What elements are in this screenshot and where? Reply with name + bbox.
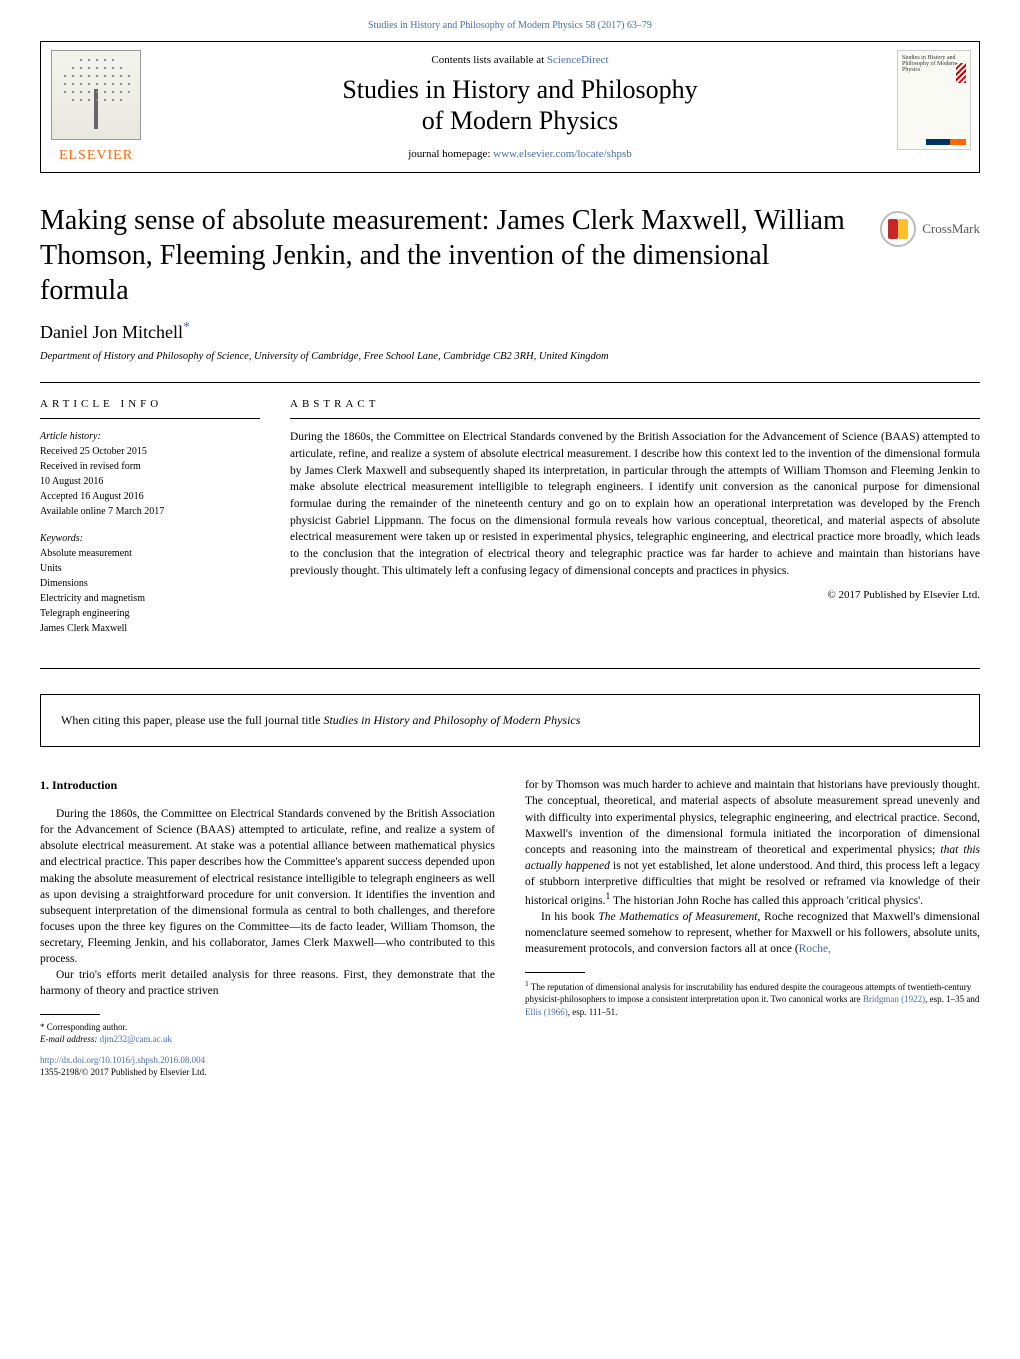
article-title: Making sense of absolute measurement: Ja… bbox=[40, 203, 860, 308]
journal-title: Studies in History and Philosophy of Mod… bbox=[171, 74, 869, 136]
divider-top bbox=[40, 382, 980, 383]
issn-line: 1355-2198/© 2017 Published by Elsevier L… bbox=[40, 1067, 206, 1077]
elsevier-tree-icon bbox=[51, 50, 141, 140]
abstract-divider bbox=[290, 418, 980, 419]
contents-available-line: Contents lists available at ScienceDirec… bbox=[171, 54, 869, 66]
footnote-divider-left bbox=[40, 1014, 100, 1015]
doi-link[interactable]: http://dx.doi.org/10.1016/j.shpsb.2016.0… bbox=[40, 1055, 205, 1065]
contents-prefix: Contents lists available at bbox=[431, 54, 546, 66]
body-col-right: for by Thomson was much harder to achiev… bbox=[525, 777, 980, 1078]
footnote-1: 1 The reputation of dimensional analysis… bbox=[525, 979, 980, 1017]
running-header: Studies in History and Philosophy of Mod… bbox=[40, 20, 980, 31]
running-header-link[interactable]: Studies in History and Philosophy of Mod… bbox=[368, 20, 652, 31]
keyword-item: Absolute measurement bbox=[40, 546, 260, 561]
keyword-item: Units bbox=[40, 561, 260, 576]
keywords-label: Keywords: bbox=[40, 531, 260, 546]
journal-cover-thumb: Studies in History and Philosophy of Mod… bbox=[897, 50, 971, 150]
body-ital: The Mathematics of Measurement bbox=[598, 911, 757, 923]
keywords-block: Keywords: Absolute measurement Units Dim… bbox=[40, 531, 260, 636]
author-name: Daniel Jon Mitchell bbox=[40, 322, 183, 342]
history-accepted: Accepted 16 August 2016 bbox=[40, 489, 260, 504]
history-revised2: 10 August 2016 bbox=[40, 474, 260, 489]
doi-block: http://dx.doi.org/10.1016/j.shpsb.2016.0… bbox=[40, 1054, 495, 1079]
body-para: Our trio's efforts merit detailed analys… bbox=[40, 967, 495, 999]
header-center: Contents lists available at ScienceDirec… bbox=[151, 42, 889, 172]
abstract-label: ABSTRACT bbox=[290, 398, 980, 410]
crossmark-badge[interactable]: CrossMark bbox=[880, 203, 980, 247]
body-text: The historian John Roche has called this… bbox=[610, 895, 923, 907]
sciencedirect-link[interactable]: ScienceDirect bbox=[547, 54, 609, 66]
affiliation: Department of History and Philosophy of … bbox=[40, 351, 980, 362]
journal-title-line1: Studies in History and Philosophy bbox=[342, 75, 697, 104]
body-para: During the 1860s, the Committee on Elect… bbox=[40, 806, 495, 967]
citation-link-bridgman[interactable]: Bridgman (1922) bbox=[863, 994, 925, 1004]
intro-heading: 1. Introduction bbox=[40, 777, 495, 794]
history-received: Received 25 October 2015 bbox=[40, 444, 260, 459]
authors-line: Daniel Jon Mitchell* bbox=[40, 320, 980, 343]
journal-cover-block: Studies in History and Philosophy of Mod… bbox=[889, 42, 979, 172]
info-divider bbox=[40, 418, 260, 419]
body-text: for by Thomson was much harder to achiev… bbox=[525, 779, 980, 855]
body-text: In his book bbox=[541, 911, 598, 923]
footnote-text: , esp. 1–35 and bbox=[925, 994, 979, 1004]
publisher-name: ELSEVIER bbox=[59, 148, 133, 164]
keyword-list: Absolute measurement Units Dimensions El… bbox=[40, 546, 260, 636]
citation-link-roche[interactable]: Roche, bbox=[799, 943, 831, 955]
homepage-prefix: journal homepage: bbox=[408, 148, 493, 160]
body-para: for by Thomson was much harder to achiev… bbox=[525, 777, 980, 909]
crossmark-icon bbox=[880, 211, 916, 247]
homepage-link[interactable]: www.elsevier.com/locate/shpsb bbox=[493, 148, 632, 160]
body-para: In his book The Mathematics of Measureme… bbox=[525, 909, 980, 957]
divider-bottom bbox=[40, 668, 980, 669]
cover-text: Studies in History and Philosophy of Mod… bbox=[902, 55, 956, 73]
citation-link-ellis[interactable]: Ellis (1966) bbox=[525, 1007, 568, 1017]
citation-notice-box: When citing this paper, please use the f… bbox=[40, 694, 980, 747]
history-online: Available online 7 March 2017 bbox=[40, 504, 260, 519]
history-label: Article history: bbox=[40, 429, 260, 444]
citation-prefix: When citing this paper, please use the f… bbox=[61, 713, 323, 727]
crossmark-label: CrossMark bbox=[922, 221, 980, 237]
author-corresponding-marker: * bbox=[183, 320, 190, 335]
keyword-item: James Clerk Maxwell bbox=[40, 621, 260, 636]
article-history-block: Article history: Received 25 October 201… bbox=[40, 429, 260, 519]
body-columns: 1. Introduction During the 1860s, the Co… bbox=[40, 777, 980, 1078]
article-info-col: ARTICLE INFO Article history: Received 2… bbox=[40, 398, 260, 648]
abstract-text: During the 1860s, the Committee on Elect… bbox=[290, 429, 980, 579]
email-line: E-mail address: djm232@cam.ac.uk bbox=[40, 1033, 495, 1045]
cover-bar-icon bbox=[926, 139, 966, 145]
info-abstract-row: ARTICLE INFO Article history: Received 2… bbox=[40, 398, 980, 648]
corresponding-label: * Corresponding author. bbox=[40, 1021, 495, 1033]
article-info-label: ARTICLE INFO bbox=[40, 398, 260, 410]
email-label: E-mail address: bbox=[40, 1034, 100, 1044]
email-link[interactable]: djm232@cam.ac.uk bbox=[100, 1034, 172, 1044]
footnote-text: , esp. 111–51. bbox=[568, 1007, 618, 1017]
abstract-col: ABSTRACT During the 1860s, the Committee… bbox=[290, 398, 980, 648]
abstract-copyright: © 2017 Published by Elsevier Ltd. bbox=[290, 589, 980, 601]
keyword-item: Telegraph engineering bbox=[40, 606, 260, 621]
footnote-divider-right bbox=[525, 972, 585, 973]
corresponding-footnote: * Corresponding author. E-mail address: … bbox=[40, 1021, 495, 1045]
history-revised1: Received in revised form bbox=[40, 459, 260, 474]
body-col-left: 1. Introduction During the 1860s, the Co… bbox=[40, 777, 495, 1078]
journal-homepage-line: journal homepage: www.elsevier.com/locat… bbox=[171, 148, 869, 160]
citation-title: Studies in History and Philosophy of Mod… bbox=[323, 713, 580, 727]
publisher-logo-block: ELSEVIER bbox=[41, 42, 151, 172]
title-row: Making sense of absolute measurement: Ja… bbox=[40, 203, 980, 308]
keyword-item: Dimensions bbox=[40, 576, 260, 591]
journal-title-line2: of Modern Physics bbox=[422, 106, 618, 135]
keyword-item: Electricity and magnetism bbox=[40, 591, 260, 606]
journal-header-box: ELSEVIER Contents lists available at Sci… bbox=[40, 41, 980, 173]
